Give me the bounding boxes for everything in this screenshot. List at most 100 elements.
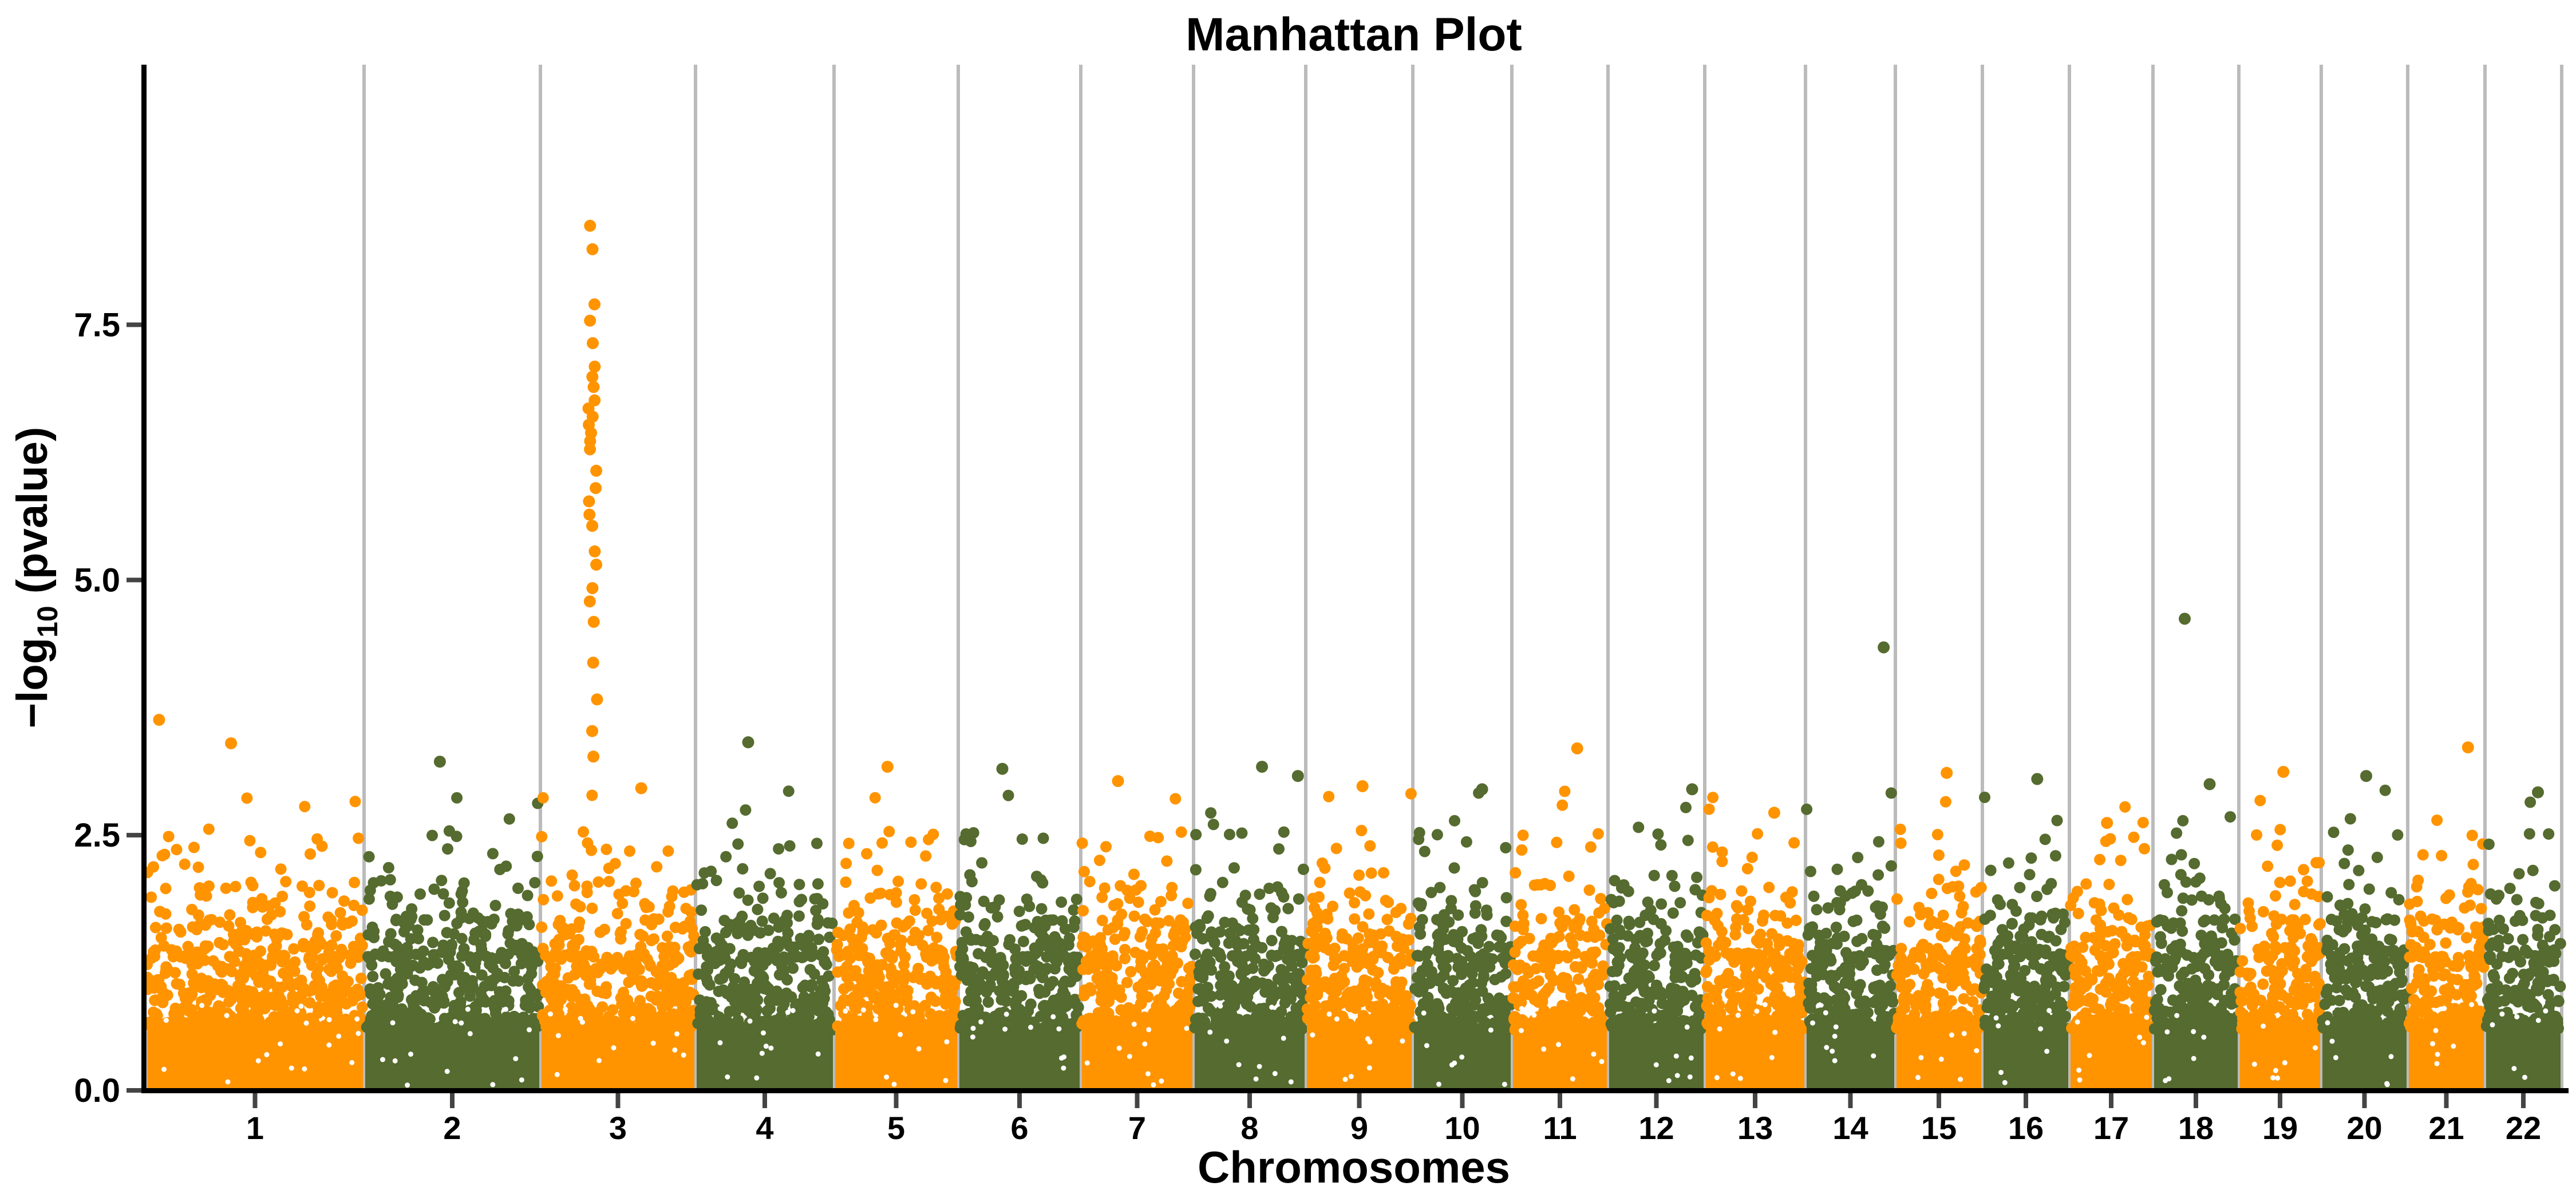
x-tick-label: 11 — [1543, 1110, 1577, 1146]
y-tick-label: 7.5 — [74, 306, 120, 343]
x-tick-mark — [1247, 1093, 1252, 1108]
chromosome-points — [1301, 788, 1417, 1092]
chart-title: Manhattan Plot — [1186, 9, 1522, 61]
x-tick-mark — [252, 1093, 258, 1108]
chromosome-points — [1189, 807, 1310, 1092]
x-tick-mark — [2024, 1093, 2028, 1108]
chromosome-points — [1604, 801, 1709, 1092]
chromosome-points — [2148, 811, 2243, 1092]
chromosome-points — [1076, 793, 1198, 1092]
x-tick-mark — [894, 1093, 899, 1108]
y-tick-label: 2.5 — [74, 817, 120, 854]
chromosome-separator — [1510, 65, 1514, 1088]
x-tick-label: 4 — [756, 1110, 773, 1146]
chromosome-separator — [1411, 65, 1415, 1088]
x-tick-mark — [1753, 1093, 1757, 1108]
chromosome-separator — [2068, 65, 2071, 1088]
notable-points — [153, 612, 2544, 829]
x-tick-mark — [450, 1093, 455, 1108]
x-tick-mark — [1558, 1093, 1562, 1108]
x-tick-mark — [1017, 1093, 1022, 1108]
x-axis-line — [141, 1088, 2569, 1093]
x-tick-label: 6 — [1010, 1110, 1028, 1146]
x-tick-mark — [762, 1093, 767, 1108]
ticks-layer: 0.02.55.07.51 2 3 4 5 6 7 8 9 10 11 12 13 14 15 16 17 18 1… — [74, 306, 2541, 1146]
chromosome-separator — [1981, 65, 1984, 1088]
x-tick-label: 1 — [246, 1110, 264, 1146]
chromosome-separator — [1606, 65, 1610, 1088]
chromosome-points — [1409, 787, 1516, 1092]
chromosome-points — [1978, 792, 2073, 1092]
x-tick-mark — [2444, 1093, 2449, 1108]
y-tick-label: 0.0 — [74, 1072, 120, 1109]
x-tick-label: 20 — [2346, 1110, 2382, 1146]
chromosome-separator — [2151, 65, 2155, 1088]
x-tick-mark — [2521, 1093, 2526, 1108]
x-tick-label: 2 — [443, 1110, 461, 1146]
axes-layer — [141, 65, 2569, 1093]
x-tick-label: 19 — [2262, 1110, 2298, 1146]
x-tick-label: 10 — [1444, 1110, 1480, 1146]
chromosome-separator — [2237, 65, 2241, 1088]
y-axis-title-prefix: −log — [8, 638, 57, 728]
x-tick-mark — [1848, 1093, 1853, 1108]
x-tick-label: 17 — [2093, 1110, 2129, 1146]
chromosome-separator — [694, 65, 697, 1088]
chromosome-separator — [1192, 65, 1195, 1088]
chromosome-points — [1801, 787, 1900, 1092]
y-axis-title: −log10 (pvalue) — [8, 427, 64, 728]
scatter-points-layer — [141, 219, 2566, 1092]
x-tick-mark — [2278, 1093, 2282, 1108]
x-tick-label: 5 — [887, 1110, 905, 1146]
chromosome-separator — [362, 65, 366, 1088]
x-tick-label: 18 — [2178, 1110, 2214, 1146]
y-tick-label: 5.0 — [74, 562, 120, 599]
chromosome-separator — [1894, 65, 1897, 1088]
y-tick-mark — [127, 833, 141, 838]
chromosome-points — [2065, 801, 2157, 1092]
chromosome-separators-layer — [362, 65, 2563, 1088]
chromosome-separator — [1804, 65, 1807, 1088]
chromosome-separator — [1304, 65, 1307, 1088]
y-axis-title-suffix: (pvalue) — [8, 427, 57, 606]
x-tick-label: 15 — [1921, 1110, 1957, 1146]
x-tick-label: 9 — [1350, 1110, 1368, 1146]
chromosome-points — [1891, 796, 1987, 1092]
chromosome-points — [141, 792, 368, 1092]
x-tick-mark — [1937, 1093, 1941, 1108]
chromosome-points — [831, 792, 963, 1092]
chromosome-points — [361, 792, 545, 1092]
association-peak-chr3 — [582, 219, 603, 763]
x-tick-label: 13 — [1737, 1110, 1773, 1146]
chromosome-points — [2480, 796, 2566, 1092]
chromosome-points — [2403, 814, 2490, 1092]
x-tick-mark — [1135, 1093, 1140, 1108]
x-tick-label: 16 — [2008, 1110, 2044, 1146]
x-tick-mark — [1460, 1093, 1465, 1108]
y-axis-line — [141, 65, 147, 1093]
x-tick-mark — [1654, 1093, 1659, 1108]
x-tick-label: 8 — [1240, 1110, 1258, 1146]
chromosome-separator — [832, 65, 836, 1088]
chromosome-separator — [2406, 65, 2409, 1088]
x-tick-label: 21 — [2428, 1110, 2464, 1146]
x-tick-mark — [2194, 1093, 2198, 1108]
x-tick-mark — [1357, 1093, 1362, 1108]
chromosome-points — [2317, 784, 2412, 1092]
x-tick-mark — [2109, 1093, 2113, 1108]
chromosome-separator — [2560, 65, 2563, 1088]
x-tick-label: 7 — [1128, 1110, 1146, 1146]
chromosome-points — [691, 785, 839, 1092]
y-tick-mark — [127, 578, 141, 583]
x-tick-label: 14 — [1832, 1110, 1868, 1146]
y-tick-mark — [127, 1088, 141, 1093]
chromosome-separator — [2483, 65, 2487, 1088]
chromosome-separator — [539, 65, 542, 1088]
chromosome-separator — [1079, 65, 1082, 1088]
chromosome-points — [2234, 794, 2326, 1092]
chromosome-separator — [2320, 65, 2323, 1088]
chromosome-points — [1700, 792, 1810, 1092]
chromosome-points — [954, 789, 1085, 1092]
